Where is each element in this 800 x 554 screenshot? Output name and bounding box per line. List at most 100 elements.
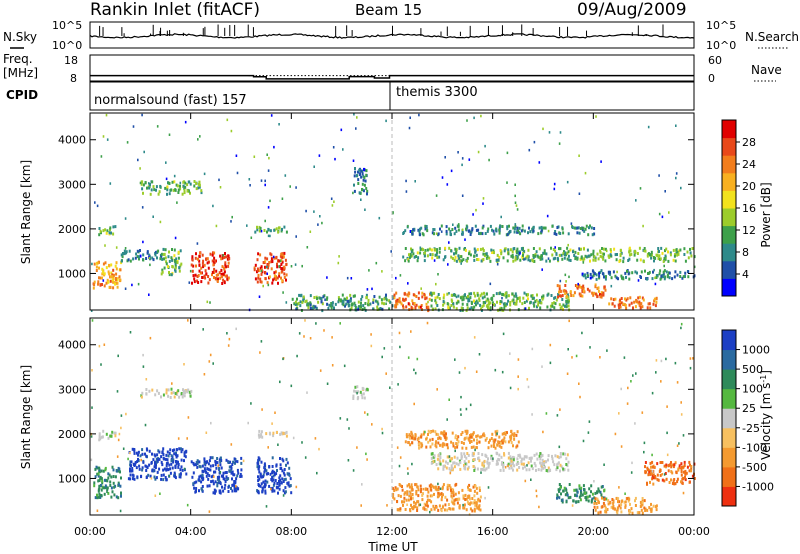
noise-left-tick-bottom: 10^0 (52, 39, 82, 52)
velocity-cell (416, 485, 419, 489)
power-cell (359, 307, 362, 311)
velocity-cell (472, 431, 475, 435)
velocity-cell (470, 433, 473, 437)
power-cell (199, 271, 202, 275)
power-cell (470, 300, 473, 304)
velocity-cell (517, 454, 520, 457)
power-cell (468, 250, 471, 254)
velocity-cell (263, 482, 266, 486)
velocity-cell (224, 483, 227, 487)
power-cell (517, 251, 520, 255)
power-cell (198, 259, 201, 263)
velocity-cell (142, 365, 145, 368)
velocity-cell (520, 462, 523, 466)
power-cell (259, 253, 262, 257)
velocity-cell (187, 416, 190, 419)
power-cell (206, 257, 209, 261)
velocity-cell (510, 466, 513, 470)
velocity-cell (208, 510, 211, 513)
power-cell (402, 306, 405, 310)
power-cell (227, 276, 230, 280)
power-cell (148, 182, 150, 185)
power-cell (531, 294, 534, 298)
power-cell (586, 287, 589, 291)
power-cell (260, 280, 263, 284)
power-cell (259, 226, 262, 230)
power-cell (166, 185, 169, 189)
velocity-cell (218, 479, 221, 483)
velocity-cell (399, 456, 402, 459)
power-cell (385, 302, 387, 305)
velocity-cell (199, 465, 202, 469)
power-cell (596, 295, 599, 299)
velocity-cell (675, 470, 678, 474)
velocity-cell (197, 478, 200, 482)
power-cell (266, 257, 269, 261)
velocity-cell (98, 486, 101, 490)
power-cell (150, 188, 153, 192)
power-cell (576, 284, 579, 288)
power-cell (260, 272, 263, 276)
velocity-cell (441, 443, 444, 447)
power-cell (442, 296, 445, 300)
cpid-panel-frame (89, 81, 695, 111)
power-cell (411, 248, 414, 252)
power-cell (260, 269, 263, 273)
velocity-cell (207, 462, 210, 466)
velocity-cell (558, 489, 560, 493)
velocity-cell (680, 462, 683, 466)
velocity-cell (212, 491, 215, 495)
power-cell (160, 252, 163, 256)
velocity-cell (618, 412, 620, 415)
velocity-cell (496, 459, 499, 463)
power-cell (575, 226, 578, 230)
power-cell (486, 303, 489, 307)
velocity-cell (117, 354, 119, 358)
power-cell (596, 252, 599, 256)
power-cell (438, 250, 441, 254)
power-cell (431, 253, 434, 257)
power-cell (553, 296, 556, 300)
velocity-cell (203, 467, 206, 471)
power-cell (272, 255, 275, 259)
power-cell (334, 157, 336, 161)
power-cell (543, 249, 546, 253)
power-cell (615, 276, 618, 280)
velocity-cell (542, 430, 544, 434)
velocity-cell (575, 500, 578, 504)
velocity-cell (440, 492, 443, 496)
velocity-cell (437, 441, 440, 445)
power-cell (574, 257, 577, 261)
velocity-cell (479, 495, 482, 499)
power-cell (410, 305, 413, 309)
power-cell (282, 255, 285, 259)
velocity-cell (158, 450, 161, 454)
velocity-cell (175, 462, 178, 466)
power-cell (302, 295, 305, 299)
noise-right-tick-bottom: 10^0 (706, 39, 736, 52)
power-cell (268, 156, 270, 160)
power-cell (163, 266, 166, 270)
velocity-cell (463, 454, 466, 458)
velocity-cell (590, 490, 592, 494)
velocity-cell (370, 333, 372, 336)
velocity-cell (596, 497, 599, 501)
velocity-cell (339, 322, 341, 325)
cpid-label: CPID (6, 88, 38, 102)
velocity-cell (517, 440, 520, 444)
velocity-cell (393, 489, 396, 492)
velocity-cell (617, 497, 620, 501)
velocity-cell (665, 465, 667, 469)
power-cell (460, 262, 462, 265)
velocity-cell (261, 488, 264, 492)
power-cell (195, 182, 198, 185)
velocity-cell (581, 493, 584, 497)
velocity-cell (484, 438, 487, 442)
power-cell (317, 223, 319, 226)
power-cell (527, 231, 529, 235)
power-cell (434, 296, 437, 300)
power-cell (367, 301, 370, 305)
velocity-cell (634, 504, 637, 507)
power-cell (362, 304, 365, 308)
power-cell (511, 250, 514, 254)
